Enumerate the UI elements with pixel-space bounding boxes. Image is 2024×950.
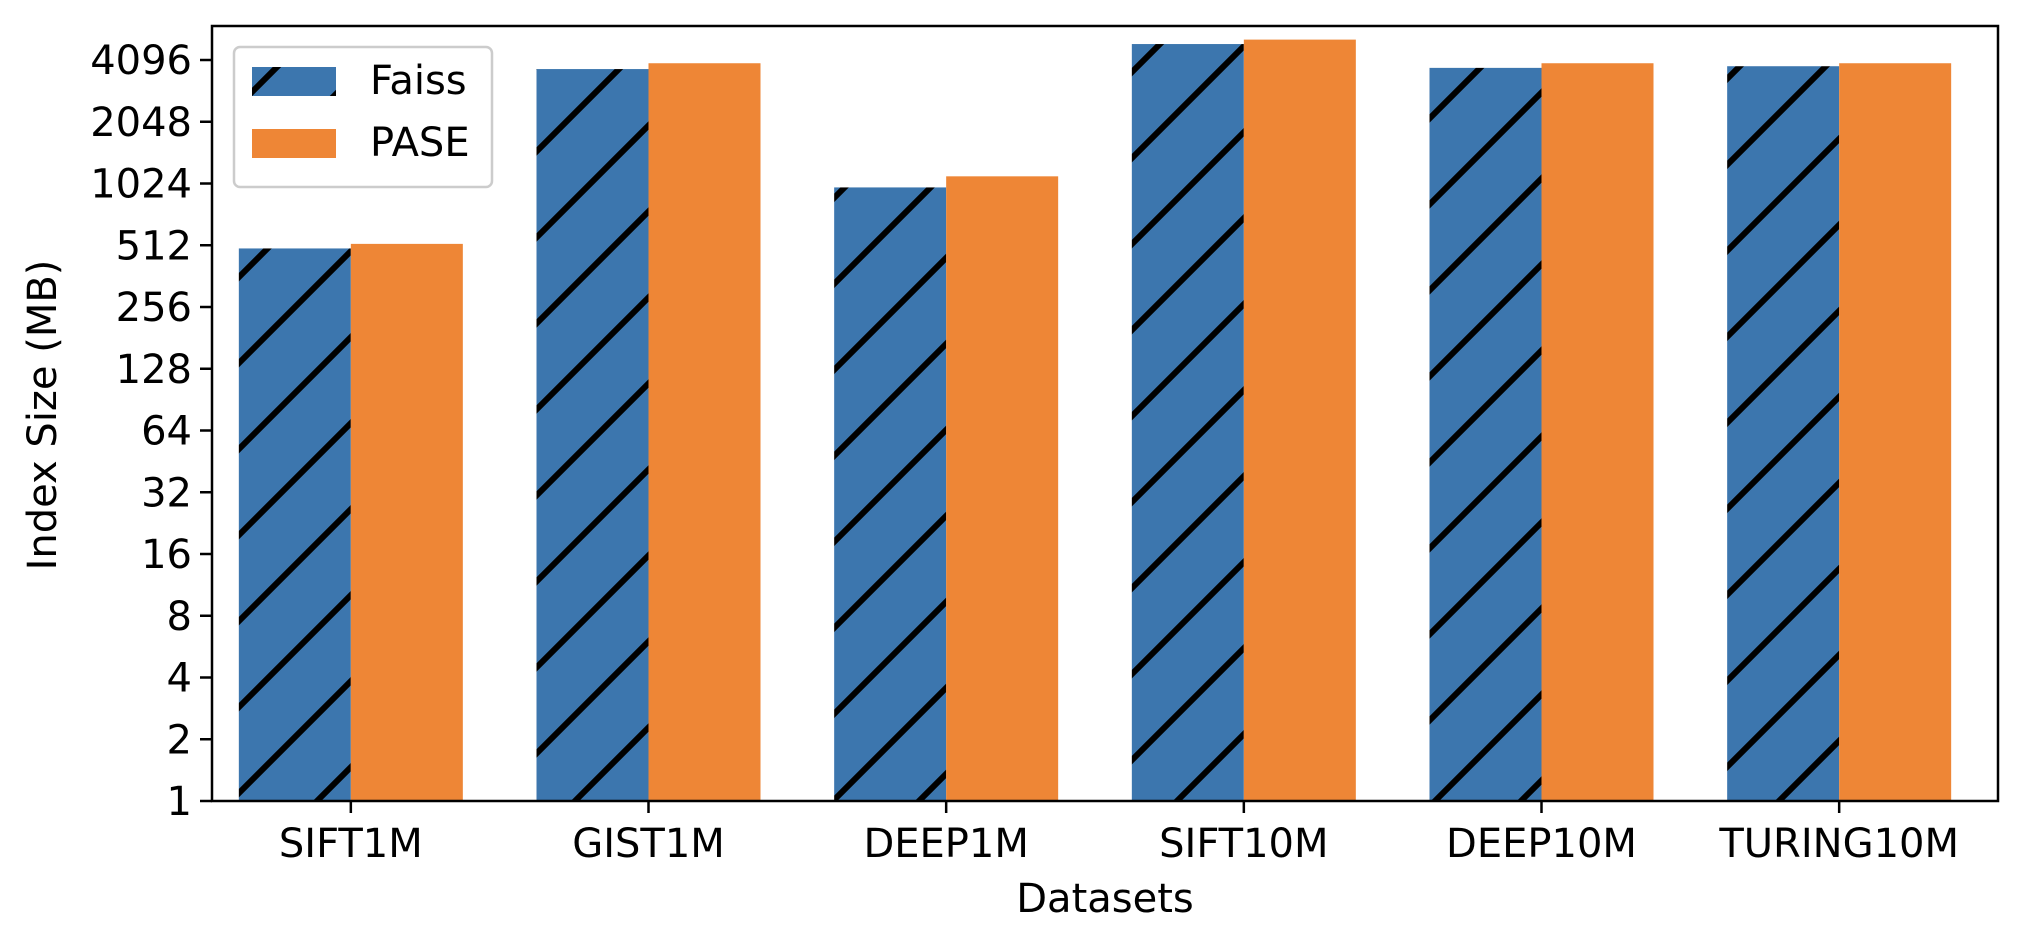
x-tick-label: SIFT10M [1159, 821, 1328, 867]
bars [238, 39, 1952, 802]
y-tick-label: 256 [116, 285, 192, 331]
y-tick-label: 128 [116, 347, 192, 393]
x-tick-label: DEEP10M [1446, 821, 1637, 867]
y-tick-label: 1024 [90, 162, 192, 208]
x-tick-label: SIFT1M [279, 821, 423, 867]
y-tick-label: 32 [141, 470, 192, 516]
x-tick-label: DEEP1M [863, 821, 1028, 867]
x-tick-label: TURING10M [1718, 821, 1959, 867]
y-tick-label: 2 [167, 717, 192, 763]
bar-faiss-sift10m [1131, 44, 1244, 801]
y-tick-label: 4096 [90, 38, 192, 84]
legend-swatch-faiss [252, 67, 336, 96]
axes: 1 2 4 8 16 32 64 128 256 512 1024 2048 4096 SIFT1M GIS… [90, 24, 2000, 867]
legend-swatch-pase [252, 129, 336, 158]
y-tick-label: 16 [141, 532, 192, 578]
y-tick-label: 64 [141, 409, 192, 455]
bar-faiss-gist1m [536, 69, 649, 801]
y-tick-label: 2048 [90, 100, 192, 146]
legend-label-pase: PASE [370, 120, 470, 166]
y-axis-title: Index Size (MB) [20, 260, 66, 571]
x-axis-title: Datasets [1016, 876, 1193, 922]
y-tick-label: 512 [116, 223, 192, 269]
bar-pase-sift10m [1243, 39, 1356, 801]
plot-area [212, 26, 1998, 801]
plot-background [212, 26, 1998, 801]
x-tick-label: GIST1M [572, 821, 725, 867]
bar-pase-deep10m [1541, 63, 1654, 801]
bar-pase-gist1m [648, 63, 761, 801]
legend: Faiss PASE [232, 45, 494, 189]
legend-label-faiss: Faiss [370, 58, 467, 104]
y-tick-label: 8 [167, 594, 192, 640]
axes-frame [210, 24, 2000, 803]
bar-pase-turing10m [1839, 63, 1952, 801]
bar-faiss-deep1m [834, 187, 947, 801]
bar-faiss-turing10m [1727, 66, 1840, 801]
y-tick-label: 1 [167, 779, 192, 825]
bar-pase-deep1m [946, 176, 1059, 802]
y-tick-label: 4 [167, 656, 192, 702]
bar-faiss-deep10m [1429, 67, 1542, 801]
bar-pase-sift1m [350, 243, 463, 801]
bar-faiss-sift1m [238, 248, 351, 801]
